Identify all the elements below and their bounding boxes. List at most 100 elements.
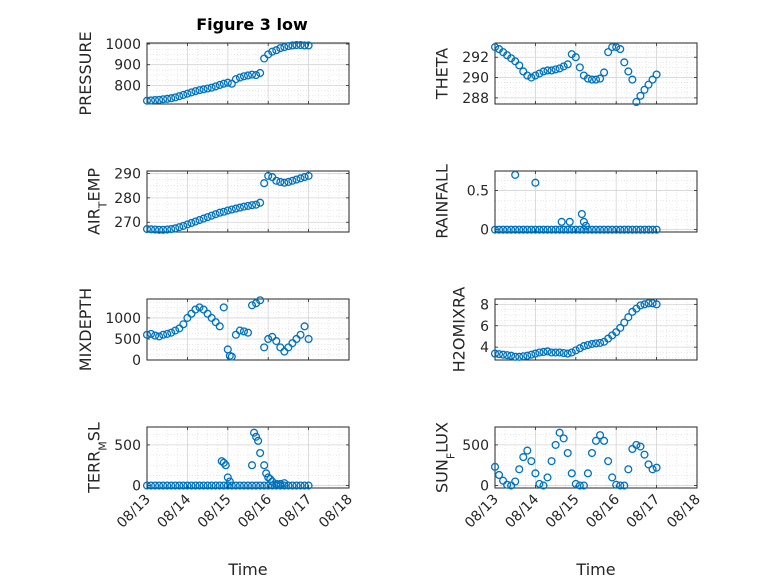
figure-title: Figure 3 low [196,15,308,34]
data-point [600,436,609,445]
data-point [191,87,200,96]
data-point [284,481,293,490]
data-point [227,481,236,490]
data-point [555,428,564,437]
data-point [142,330,152,339]
data-point [159,330,168,339]
data-point [632,440,641,449]
data-point [288,41,297,50]
subplot-pressure: 800 900 1000 PRESSURE [76,31,350,116]
data-point [159,225,168,234]
data-point [543,473,552,482]
data-point [543,225,552,234]
data-point [179,221,188,230]
data-point [620,318,629,327]
data-point [567,348,576,357]
data-point [284,177,293,187]
data-point [203,84,212,93]
data-point [624,313,633,322]
data-point [575,344,584,353]
data-point [547,225,556,234]
data-point [223,473,232,482]
data-point [260,461,269,470]
data-point [223,78,232,87]
data-point [515,61,524,70]
data-point [539,481,548,490]
data-point [559,348,568,358]
data-point [292,334,301,344]
subplot-theta: 288 290 292 THETA [433,42,698,107]
data-point [207,83,216,92]
data-point [284,343,293,352]
data-point [215,80,224,90]
y-tick-label: 1000 [105,37,141,53]
data-point [243,328,253,337]
data-point [494,225,504,234]
data-point [648,225,657,234]
data-point [292,175,301,184]
data-point [252,432,261,441]
data-point [490,462,500,471]
data-point [640,225,649,234]
data-point [296,481,305,490]
subplot-rainfall: 0 0.5 RAINFALL [433,164,698,239]
data-point [191,217,200,226]
y-tick-label: 500 [114,438,141,454]
x-tick-label: 08/17 [276,492,316,532]
y-axis-label: RAINFALL [433,164,452,239]
data-point [163,329,172,338]
data-point [539,67,548,76]
data-point [215,481,224,490]
data-point [223,206,232,215]
data-point [616,225,625,234]
data-point [159,95,168,104]
y-tick-label: 292 [462,50,489,66]
data-point [624,225,633,234]
data-point [632,225,641,234]
data-point [264,334,273,344]
data-point [503,351,512,360]
data-point [557,217,566,226]
data-point [199,305,208,314]
y-tick-label: 0 [480,223,489,239]
axes-box [146,42,350,105]
data-point [644,225,653,234]
x-tick-label: 08/14 [154,491,194,531]
data-point [531,225,540,234]
data-point [276,177,285,187]
data-point [583,469,592,478]
data-point [579,217,588,226]
axes-box [494,42,698,105]
data-point [211,210,220,219]
data-point [567,469,576,478]
data-point [243,481,253,490]
data-point [175,92,184,101]
data-point [616,481,625,490]
data-point [608,225,617,234]
data-point [636,225,645,234]
y-axis-label: MIXDEPTH [76,288,95,371]
data-point [276,479,285,488]
data-point [247,301,257,310]
data-point [207,481,216,490]
data-point [577,209,586,219]
y-tick-label: 0 [132,479,141,495]
y-tick-label: 0.5 [467,184,489,200]
data-point [195,86,204,95]
data-point [563,349,572,358]
data-point [280,43,289,52]
data-point [247,201,257,210]
x-axis-label: Time [227,560,267,579]
data-point [219,303,228,312]
data-point [636,91,645,100]
data-point [227,352,236,361]
data-point [272,337,281,346]
data-point [591,436,601,445]
x-tick-label: 08/13 [114,492,154,532]
data-point [511,225,520,234]
data-point [531,469,540,478]
data-point [219,458,228,467]
data-point [547,66,556,75]
data-point [304,481,313,490]
data-point [175,324,184,333]
